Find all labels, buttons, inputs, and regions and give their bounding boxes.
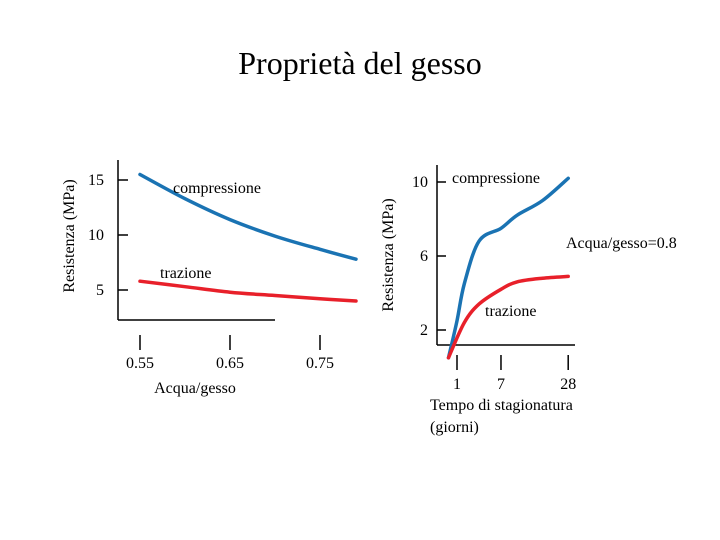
right-trazione-label: trazione [485,303,537,320]
left-y-tick-label: 15 [88,172,104,189]
left-y-tick-label: 5 [96,282,104,299]
left-x-tick-label: 0.75 [306,355,334,372]
right-compressione-label: compressione [452,170,540,187]
right-chart: 2 6 10 1 7 28 Resistenza (MPa) Tempo di stag… [380,165,677,436]
right-annotation: Acqua/gesso=0.8 [566,235,677,252]
right-trazione-line [446,274,570,360]
left-y-axis-label: Resistenza (MPa) [61,179,78,292]
left-compressione-line [138,172,358,261]
right-y-tick-label: 2 [420,322,428,339]
left-x-tick-label: 0.65 [216,355,244,372]
left-chart: 5 10 15 0.55 0.65 0.75 Resistenza (MPa) Acqu… [61,160,358,397]
left-compressione-label: compressione [173,180,261,197]
left-x-axis-label: Acqua/gesso [154,380,236,397]
right-x-tick-label: 7 [497,376,505,393]
right-x-tick-label: 28 [560,376,576,393]
left-trazione-line [138,279,358,303]
right-y-tick-label: 10 [412,174,428,191]
left-x-tick-label: 0.55 [126,355,154,372]
right-x-tick-label: 1 [453,376,461,393]
left-y-tick-label: 10 [88,227,104,244]
right-compressione-line [446,176,570,360]
right-x-axis-label: Tempo di stagionatura (giorni) [430,397,577,436]
page-title: Proprietà del gesso [238,45,482,81]
right-y-tick-label: 6 [420,248,428,265]
right-y-axis-label: Resistenza (MPa) [380,198,397,311]
left-trazione-label: trazione [160,265,212,282]
